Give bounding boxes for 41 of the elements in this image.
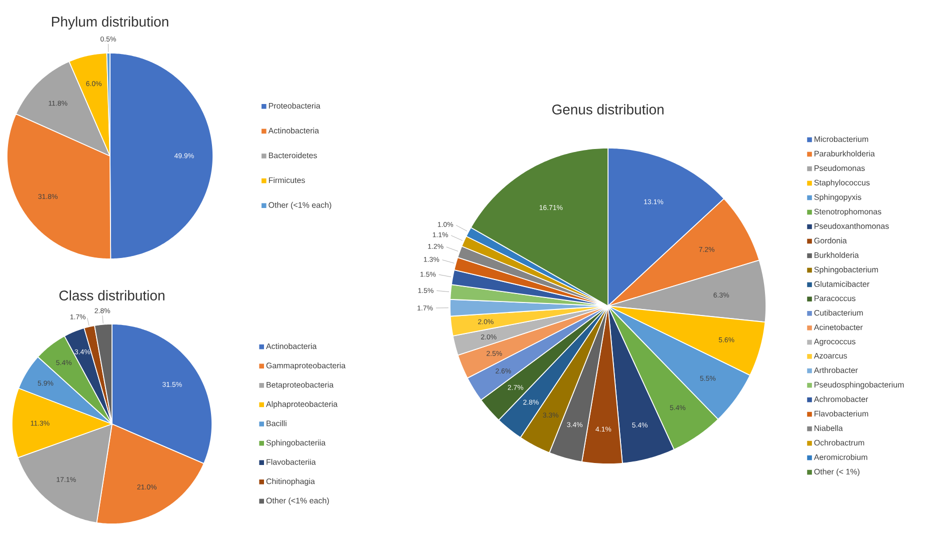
legend-label: Niabella	[814, 425, 843, 432]
legend-label: Bacilli	[266, 420, 286, 426]
legend-label: Ochrobactrum	[814, 440, 864, 446]
legend-label: Flavobacterium	[814, 410, 868, 417]
legend-label: Other (< 1%)	[814, 468, 860, 476]
legend-label: Paracoccus	[814, 296, 856, 302]
legend-label: Chitinophagia	[266, 478, 315, 486]
legend-label: Alphaproteobacteria	[266, 401, 338, 409]
legend-label: Proteobacteria	[268, 102, 320, 109]
chart-title: Class distribution	[59, 290, 164, 300]
legend-label: Flavobacteriia	[266, 458, 316, 465]
legend-label: Burkholderia	[814, 252, 859, 258]
legend-label: Achromobacter	[814, 396, 868, 402]
legend-label: Microbacterium	[814, 136, 868, 142]
legend-label: Pseudosphingobacterium	[814, 382, 904, 390]
legend-label: Aeromicrobium	[814, 454, 868, 460]
legend-label: Betaproteobacteria	[266, 382, 334, 390]
legend-label: Gordonia	[814, 238, 847, 244]
legend-label: Cutibacterium	[814, 310, 863, 316]
legend-label: Staphylococcus	[814, 180, 870, 188]
legend-label: Stenotrophomonas	[814, 208, 882, 216]
chart-title: Genus distribution	[552, 104, 664, 114]
legend-label: Bacteroidetes	[268, 152, 317, 158]
legend-label: Pseudoxanthomonas	[814, 223, 889, 229]
legend-label: Actinobacteria	[266, 343, 317, 350]
legend-label: Actinobacteria	[268, 128, 320, 134]
legend-label: Arthrobacter	[814, 367, 858, 374]
legend-label: Azoarcus	[814, 352, 847, 359]
legend-label: Other (<1% each)	[268, 202, 332, 210]
legend-label: Other (<1% each)	[266, 498, 329, 505]
legend-label: Paraburkholderia	[814, 150, 875, 156]
legend-label: Sphingobacterium	[814, 266, 878, 274]
legend-label: Acinetobacter	[814, 324, 863, 330]
legend-label: Agrococcus	[814, 338, 856, 346]
chart-title: Phylum distribution	[52, 16, 168, 30]
legend-label: Pseudomonas	[814, 165, 865, 171]
legend-label: Gammaproteobacteria	[266, 362, 346, 370]
legend-label: Sphingopyxis	[814, 194, 862, 202]
legend-label: Glutamicibacter	[814, 281, 870, 287]
legend-label: Firmicutes	[268, 177, 305, 184]
legend-label: Sphingobacteriia	[266, 440, 326, 448]
